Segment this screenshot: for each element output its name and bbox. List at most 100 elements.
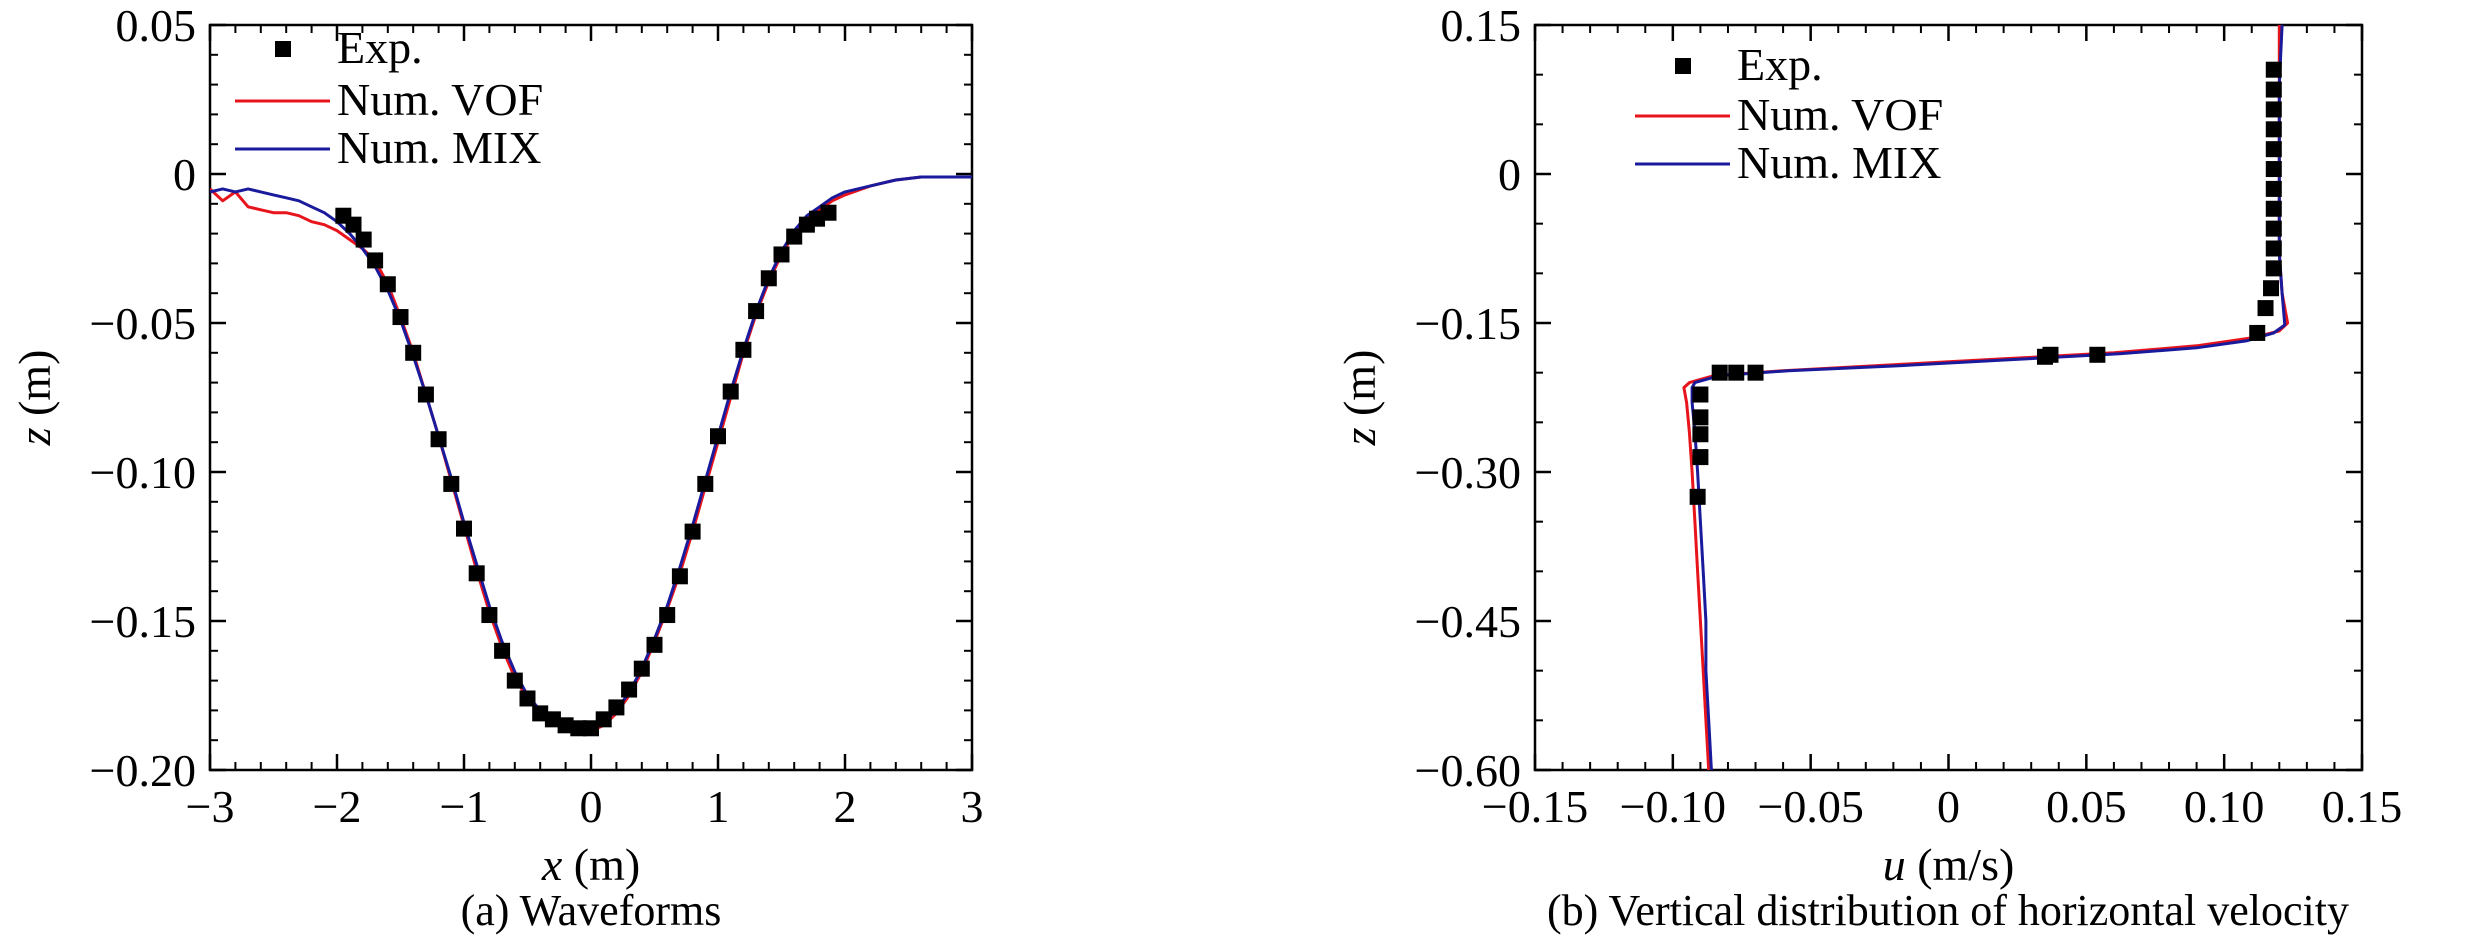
y-axis-label: z (m) [9,350,60,447]
legend-label: Num. VOF [1737,89,1943,140]
plot-frame [208,23,974,772]
data-point [1692,409,1709,426]
legend-label: Exp. [337,22,423,73]
x-tick-label: 0 [580,781,603,832]
data-point [621,681,638,698]
data-point [722,383,739,400]
data-point [2089,346,2106,363]
data-point [2265,161,2282,178]
y-axis-label: z (m) [1334,350,1385,447]
data-point [2263,280,2280,297]
x-axis-label: u (m/s) [1883,839,2015,890]
data-point [1711,364,1728,381]
x-tick-label: −2 [313,781,362,832]
y-tick-label: −0.05 [90,298,196,349]
data-point [2265,81,2282,98]
x-axis-label: x (m) [541,839,640,890]
data-point [1728,364,1745,381]
legend-label: Exp. [1737,39,1823,90]
data-point [367,252,384,269]
y-tick-label: −0.15 [90,596,196,647]
data-point [595,711,612,728]
data-point [2265,121,2282,138]
x-axis-label-variable: x [541,839,563,890]
data-point [2265,200,2282,217]
data-point [417,386,434,403]
data-point [1747,364,1764,381]
data-point [608,699,625,716]
data-point [1692,426,1709,443]
legend-label: Num. MIX [337,122,541,173]
data-point [748,303,765,320]
data-point [506,672,523,689]
data-point [1692,449,1709,466]
y-axis-label-unit: (m) [1334,350,1385,428]
legend-label: Num. MIX [1737,137,1941,188]
y-tick-label: −0.30 [1415,447,1521,498]
data-point [570,720,587,737]
data-point [2265,61,2282,78]
data-point [392,309,409,326]
x-tick-label: 0.10 [2184,781,2265,832]
data-point [2265,260,2282,277]
x-tick-label: −0.10 [1620,781,1726,832]
data-point [430,431,447,448]
y-tick-label: 0.05 [116,0,197,51]
x-tick-label: 0.15 [2322,781,2403,832]
data-point [646,636,663,653]
y-tick-label: 0 [1498,149,1521,200]
data-point [2265,141,2282,158]
data-point [786,228,803,245]
x-tick-label: 1 [707,781,730,832]
y-tick-label: 0.15 [1441,0,1522,51]
x-tick-label: −0.15 [1482,781,1588,832]
data-point [468,565,485,582]
legend-label: Num. VOF [337,74,543,125]
y-tick-label: −0.10 [90,447,196,498]
data-point [532,705,549,722]
x-axis-label-variable: u [1883,839,1906,890]
data-point [710,428,726,445]
x-tick-label: 0 [1937,781,1960,832]
data-point [1689,488,1706,505]
y-tick-label: −0.45 [1415,596,1521,647]
data-point [2265,101,2282,118]
data-point [544,711,561,728]
data-point [697,475,714,492]
y-axis-label-unit: (m) [9,350,60,428]
data-point [2265,180,2282,197]
x-tick-label: −1 [440,781,489,832]
x-tick-label: 2 [834,781,857,832]
data-point [684,523,701,540]
y-tick-label: −0.60 [1415,745,1521,796]
y-tick-label: 0 [173,149,196,200]
legend-marker [275,41,291,57]
chart-velocity-profile: −0.15 −0.10 −0.05 0 0.05 0.10 0.150.150−0.15−0… [1334,0,2402,935]
data-point [345,216,362,233]
data-point [671,568,688,585]
data-point [820,204,837,221]
y-axis-label-variable: z [1334,427,1385,446]
chart-caption: (b) Vertical distribution of horizontal … [1547,886,2349,935]
data-point [2249,324,2266,341]
data-point [355,231,372,248]
chart-caption: (a) Waveforms [461,886,722,935]
data-point [735,341,752,358]
data-point [633,660,650,677]
x-axis-label-unit: (m) [562,839,640,890]
data-point [760,270,777,287]
plot-area [210,175,972,737]
plot-frame [1533,23,2364,772]
data-point [379,276,396,293]
x-tick-label: −3 [186,781,235,832]
y-tick-label: −0.20 [90,745,196,796]
data-point [481,607,498,624]
series-line-num-vof [210,175,972,733]
data-point [659,607,676,624]
legend-marker [1675,58,1691,74]
data-point [557,717,574,734]
data-point [2265,220,2282,237]
series-line-num-mix [210,175,972,730]
plot-area [1682,25,2290,770]
